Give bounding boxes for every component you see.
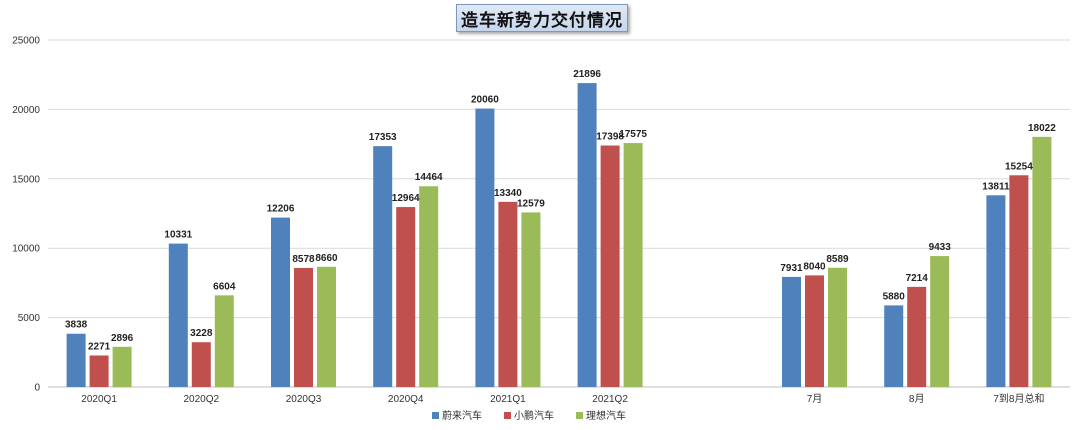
bar[interactable]: [419, 186, 439, 387]
y-tick-label: 10000: [12, 244, 40, 255]
bar[interactable]: [805, 275, 824, 387]
data-label: 17353: [369, 132, 397, 143]
data-label: 8660: [315, 253, 338, 264]
chart-title: 造车新势力交付情况: [456, 4, 628, 32]
bar[interactable]: [884, 305, 904, 387]
data-label: 12206: [267, 204, 295, 215]
y-axis-ticks: 0 5000 10000 15000 20000 25000: [12, 36, 40, 394]
x-tick-label: 2021Q1: [490, 394, 526, 405]
bar[interactable]: [191, 342, 211, 387]
x-tick-label: 7到8月总和: [993, 392, 1044, 405]
x-tick-label: 2020Q2: [184, 394, 220, 405]
data-label: 18022: [1028, 123, 1056, 134]
bar[interactable]: [623, 143, 643, 387]
bar[interactable]: [498, 201, 518, 387]
x-axis-ticks: 2020Q1 2020Q2 2020Q3 2020Q4 2021Q1 2021Q2 7月 8月…: [81, 392, 1044, 405]
x-tick-label: 2021Q2: [592, 394, 628, 405]
data-label: 2271: [88, 341, 111, 352]
bar[interactable]: [475, 108, 495, 387]
bar[interactable]: [1032, 136, 1052, 387]
data-label: 3228: [190, 328, 213, 339]
bar[interactable]: [1009, 175, 1029, 387]
y-tick-label: 15000: [12, 174, 40, 185]
bars: [66, 83, 1052, 387]
bar[interactable]: [294, 267, 313, 387]
bar[interactable]: [112, 346, 132, 387]
x-tick-label: 7月: [807, 393, 823, 405]
y-tick-label: 0: [34, 383, 40, 394]
x-tick-label: 2020Q1: [81, 394, 117, 405]
data-label: 20060: [471, 95, 499, 106]
legend-label: 理想汽车: [586, 409, 626, 422]
bar[interactable]: [168, 243, 188, 387]
bar[interactable]: [907, 286, 927, 387]
bar[interactable]: [521, 212, 541, 387]
data-label: 7931: [780, 263, 803, 274]
x-tick-label: 2020Q4: [388, 394, 424, 405]
y-tick-label: 25000: [12, 36, 40, 47]
bar[interactable]: [214, 295, 234, 387]
data-label: 13340: [494, 188, 522, 199]
data-label: 5880: [883, 291, 906, 302]
data-label: 6604: [213, 281, 236, 292]
bar[interactable]: [782, 276, 801, 387]
y-tick-label: 20000: [12, 105, 40, 116]
y-tick-label: 5000: [18, 313, 41, 324]
bar[interactable]: [600, 145, 620, 387]
data-label: 12964: [392, 193, 420, 204]
data-label: 21896: [573, 69, 601, 80]
data-label: 9433: [929, 242, 952, 253]
x-tick-label: 8月: [909, 393, 925, 405]
data-label: 12579: [517, 198, 545, 209]
legend-label: 小鹏汽车: [514, 409, 554, 422]
bar[interactable]: [66, 333, 86, 387]
data-label: 17398: [596, 132, 624, 143]
legend-swatch: [432, 412, 439, 419]
bar[interactable]: [828, 267, 847, 387]
data-label: 15254: [1005, 161, 1033, 172]
bar[interactable]: [271, 217, 290, 387]
data-label: 8040: [803, 261, 826, 272]
bar[interactable]: [89, 355, 109, 387]
bar[interactable]: [396, 207, 416, 387]
data-label: 10331: [164, 230, 192, 241]
data-label: 14464: [415, 172, 443, 183]
bar[interactable]: [930, 256, 950, 387]
data-label: 8578: [292, 254, 315, 265]
data-label: 8589: [826, 254, 849, 265]
bar[interactable]: [373, 146, 393, 387]
data-label: 3838: [65, 320, 88, 331]
bar[interactable]: [317, 266, 336, 387]
bar[interactable]: [577, 83, 597, 387]
data-label: 7214: [906, 273, 929, 284]
data-label: 13811: [982, 181, 1010, 192]
legend-swatch: [504, 412, 511, 419]
legend[interactable]: 蔚来汽车 小鹏汽车 理想汽车: [432, 409, 626, 422]
legend-swatch: [576, 412, 583, 419]
data-label: 17575: [619, 129, 647, 140]
legend-label: 蔚来汽车: [442, 409, 482, 422]
x-tick-label: 2020Q3: [286, 394, 322, 405]
bar[interactable]: [986, 195, 1006, 387]
data-label: 2896: [111, 333, 134, 344]
